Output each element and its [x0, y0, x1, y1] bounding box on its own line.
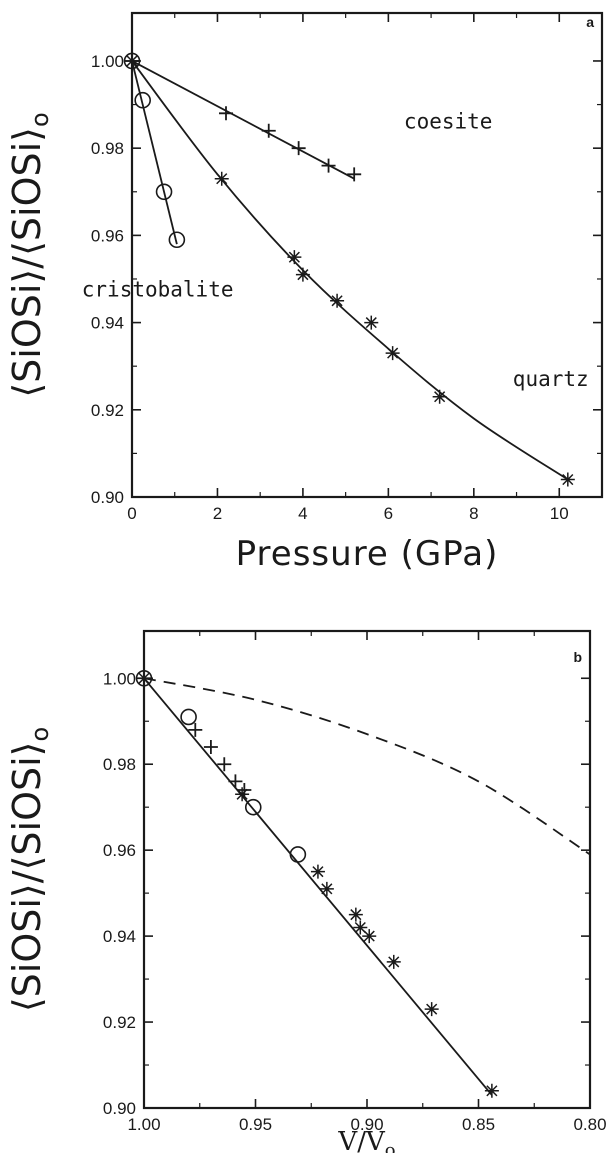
- data-point-circle: [134, 91, 151, 109]
- x-tick-label: 0.85: [462, 1115, 495, 1134]
- y-tick-label: 0.98: [103, 755, 136, 774]
- y-tick-label: 0.94: [103, 927, 136, 946]
- data-point-star: [424, 1002, 439, 1017]
- data-point-plus: [217, 757, 232, 772]
- y-tick-label: 0.96: [103, 841, 136, 860]
- y-axis-label: ⟨SiOSi⟩/⟨SiOSi⟩o: [5, 112, 54, 397]
- data-point-star: [235, 787, 250, 802]
- series-annotation: quartz: [513, 367, 589, 391]
- data-point-star: [287, 250, 302, 265]
- data-point-plus: [203, 740, 218, 755]
- x-tick-label: 10: [550, 504, 569, 523]
- x-tick-label: 4: [298, 504, 307, 523]
- data-point-circle: [289, 846, 307, 863]
- data-point-star: [364, 315, 379, 330]
- data-point-star: [295, 267, 310, 282]
- data-point-star: [214, 171, 229, 186]
- data-point-plus: [347, 167, 362, 182]
- data-point-plus: [321, 158, 336, 173]
- data-point-star: [310, 864, 325, 879]
- fit-line-quartz: [131, 60, 569, 481]
- data-point-circle: [180, 708, 197, 726]
- data-point-plus: [188, 722, 203, 737]
- series-annotation: coesite: [404, 110, 493, 134]
- x-tick-label: 0.90: [350, 1115, 383, 1134]
- data-point-plus: [261, 123, 276, 138]
- y-tick-label: 0.92: [91, 401, 124, 420]
- fit-line: [143, 677, 493, 1096]
- data-point-circle: [135, 669, 153, 687]
- x-axis-label: Pressure (GPa): [236, 534, 499, 574]
- panel-a: 0.90 0.92 0.94 0.96 0.98 1.00 0 2 4 6 8 10 a ⟨SiOSi⟩/…: [5, 11, 604, 574]
- panel-b: 0.90 0.92 0.94 0.96 0.98 1.00 1.00 0.95 0.90 0.85…: [5, 629, 607, 1153]
- data-point-star: [385, 346, 400, 361]
- data-point-circle: [155, 183, 173, 201]
- x-tick-label: 6: [384, 504, 393, 523]
- y-tick-label: 0.90: [103, 1099, 136, 1118]
- fit-line-coesite: [131, 60, 355, 180]
- data-point-star: [484, 1083, 499, 1098]
- dashed-curve: [143, 677, 591, 856]
- data-point-star: [386, 954, 401, 969]
- data-point-star: [432, 389, 447, 404]
- y-tick-label: 1.00: [91, 52, 124, 71]
- x-tick-label: 0.80: [573, 1115, 606, 1134]
- data-point-star: [125, 53, 139, 68]
- y-tick-label: 0.96: [91, 226, 124, 245]
- x-tick-label: 2: [213, 504, 222, 523]
- data-point-star: [362, 929, 377, 944]
- x-tick-label: 0: [127, 504, 136, 523]
- series-annotation: cristobalite: [82, 277, 234, 301]
- data-point-plus: [228, 774, 243, 789]
- data-point-circle: [168, 231, 186, 249]
- y-tick-label: 0.90: [91, 488, 124, 507]
- data-point-star: [353, 920, 368, 935]
- plot-frame: [142, 629, 592, 1110]
- x-tick-label: 0.95: [239, 1115, 272, 1134]
- y-tick-label: 1.00: [103, 669, 136, 688]
- data-point-star: [560, 472, 575, 487]
- data-point-plus: [219, 106, 233, 121]
- y-tick-label: 0.94: [91, 314, 124, 333]
- data-point-plus: [291, 141, 306, 156]
- data-point-circle: [123, 52, 141, 70]
- y-axis-label: ⟨SiOSi⟩/⟨SiOSi⟩o: [5, 727, 54, 1012]
- x-tick-label: 8: [469, 504, 478, 523]
- y-tick-label: 0.92: [103, 1013, 136, 1032]
- x-tick-label: 1.00: [127, 1115, 160, 1134]
- data-point-star: [348, 907, 363, 922]
- fit-line-cristobalite: [131, 60, 178, 245]
- data-point-star: [330, 293, 345, 308]
- panel-label: a: [586, 14, 594, 30]
- data-point-star: [137, 671, 151, 686]
- y-tick-label: 0.98: [91, 139, 124, 158]
- plot-frame: [130, 11, 604, 499]
- data-point-circle: [244, 798, 262, 816]
- x-axis-label: V/Vo: [337, 1127, 395, 1153]
- panel-label: b: [573, 649, 582, 665]
- data-point-star: [319, 881, 334, 896]
